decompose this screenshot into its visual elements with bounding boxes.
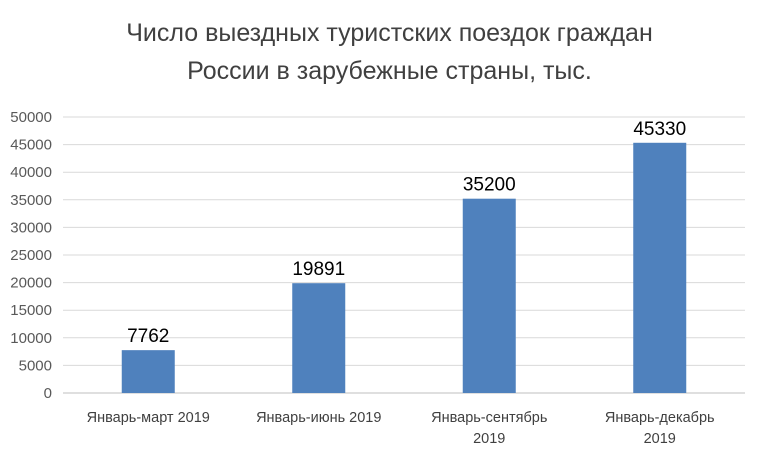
category-label: Январь-март 2019	[87, 410, 210, 426]
y-tick-label: 40000	[10, 164, 52, 181]
category-label: 2019	[644, 431, 676, 447]
y-tick-label: 15000	[10, 302, 52, 319]
y-tick-label: 0	[44, 385, 52, 402]
category-label: Январь-июнь 2019	[256, 410, 381, 426]
bar	[633, 142, 687, 393]
y-tick-label: 50000	[10, 109, 52, 126]
bar	[462, 198, 516, 393]
chart-title-line-2: России в зарубежные страны, тыс.	[187, 57, 592, 85]
y-tick-label: 45000	[10, 137, 52, 154]
category-label: Январь-декабрь	[605, 410, 715, 426]
bar	[121, 350, 175, 393]
y-tick-label: 35000	[10, 192, 52, 209]
y-tick-label: 5000	[19, 357, 52, 374]
y-tick-label: 25000	[10, 247, 52, 264]
y-tick-label: 30000	[10, 219, 52, 236]
category-label: Январь-сентябрь	[431, 410, 547, 426]
chart-title: Число выездных туристских поездок гражда…	[0, 14, 779, 90]
category-label: 2019	[473, 431, 505, 447]
y-tick-label: 20000	[10, 275, 52, 292]
data-label: 45330	[633, 119, 686, 140]
chart-title-line-1: Число выездных туристских поездок гражда…	[126, 19, 653, 47]
data-label: 19891	[292, 259, 345, 280]
data-label: 7762	[127, 326, 169, 347]
bar	[292, 283, 346, 393]
y-tick-label: 10000	[10, 330, 52, 347]
data-label: 35200	[463, 175, 516, 196]
